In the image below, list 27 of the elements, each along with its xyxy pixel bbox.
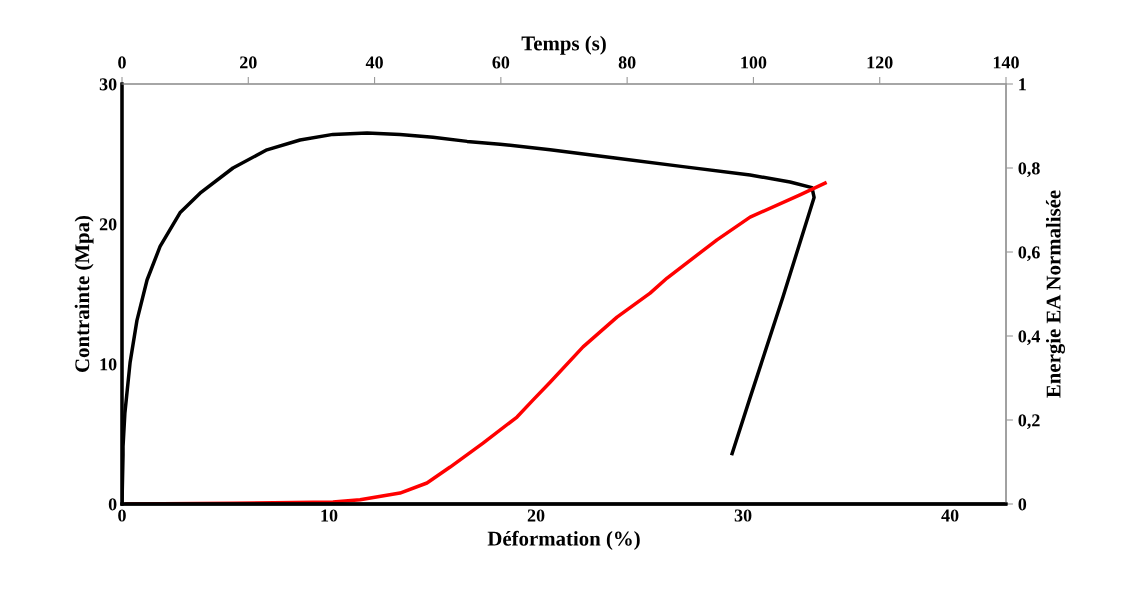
- x-tick-label: 30: [734, 509, 752, 522]
- y2-tick-label: 0,2: [1018, 414, 1040, 430]
- y2-tick-label: 0,4: [1018, 330, 1041, 346]
- x2-tick-label: 20: [240, 56, 257, 69]
- y-tick-label: 30: [99, 78, 117, 91]
- x2-tick-label: 100: [741, 56, 767, 69]
- y2-axis-title: Energie EA Normalisée: [1045, 190, 1066, 398]
- x-tick-label: 20: [527, 509, 545, 522]
- y2-tick-label: 0,6: [1018, 246, 1040, 262]
- y-tick-label: 0: [108, 498, 117, 511]
- y2-tick-label: 0,8: [1018, 162, 1040, 178]
- x-tick-label: 40: [941, 509, 959, 522]
- x-tick-label: 0: [118, 509, 126, 522]
- x-tick-label: 10: [321, 509, 338, 522]
- x2-tick-label: 80: [618, 56, 636, 69]
- x-axis-title: Déformation (%): [487, 530, 640, 550]
- x2-tick-label: 60: [492, 56, 510, 69]
- x2-tick-label: 140: [993, 56, 1019, 69]
- y-tick-label: 10: [100, 358, 117, 371]
- y-tick-label: 20: [99, 218, 117, 231]
- y2-tick-label: 1: [1019, 78, 1026, 91]
- x2-axis-title: Temps (s): [521, 35, 606, 55]
- x2-tick-label: 0: [118, 56, 126, 69]
- y2-tick-label: 0: [1018, 498, 1027, 511]
- y-axis-title: Contrainte (Mpa): [74, 215, 94, 372]
- x2-tick-label: 40: [365, 56, 383, 69]
- x2-tick-label: 120: [867, 56, 893, 69]
